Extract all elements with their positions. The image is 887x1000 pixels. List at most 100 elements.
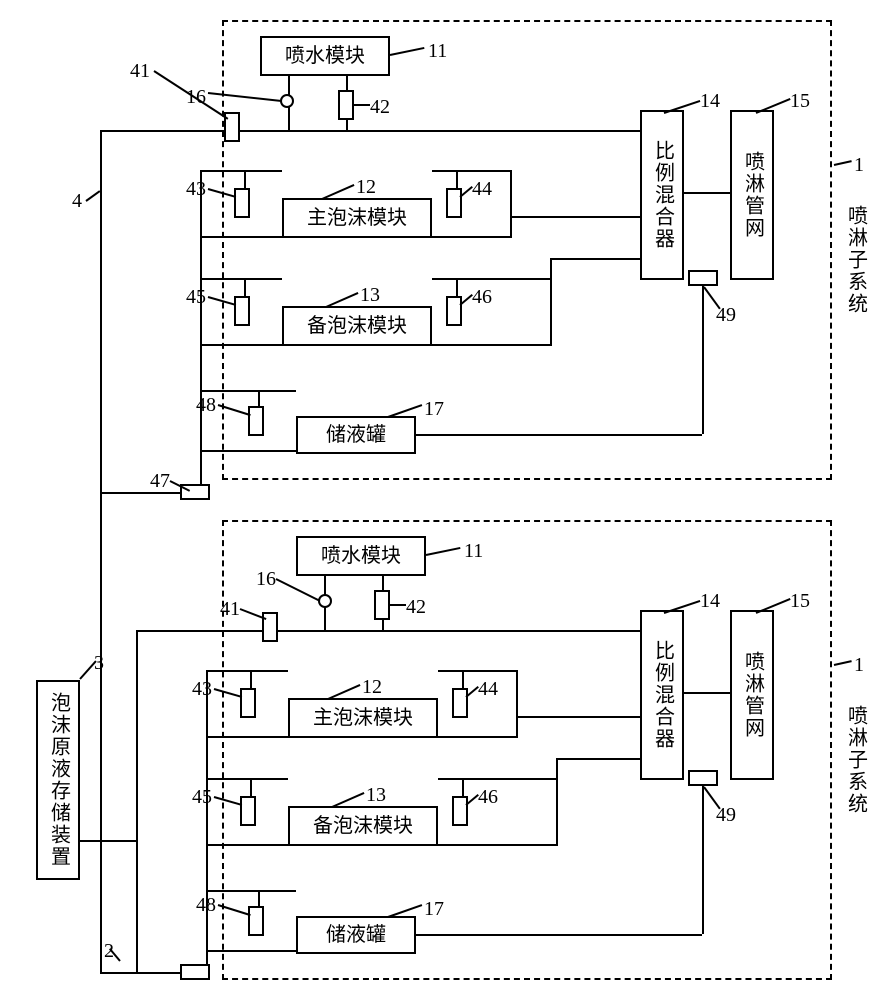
pipe-line — [200, 278, 282, 280]
callout-leader — [834, 660, 852, 666]
valve — [338, 90, 354, 120]
callout-number: 49 — [716, 304, 736, 327]
pipe-line — [438, 670, 516, 672]
block-n_back2: 备泡沫模块 — [288, 806, 438, 846]
callout-number: 13 — [366, 784, 386, 807]
block-n_tank2: 储液罐 — [296, 916, 416, 954]
block-n_syslabel2: 喷淋子系统 — [840, 680, 870, 840]
pipe-line — [438, 778, 556, 780]
callout-number: 46 — [478, 786, 498, 809]
block-n_back1: 备泡沫模块 — [282, 306, 432, 346]
pipe-line — [200, 170, 282, 172]
pipe-line — [206, 778, 288, 780]
pipe-line — [100, 130, 640, 132]
callout-number: 2 — [104, 940, 114, 963]
callout-number: 45 — [192, 786, 212, 809]
callout-number: 11 — [464, 540, 483, 563]
block-label: 喷淋管网 — [741, 151, 764, 239]
block-label: 喷淋子系统 — [844, 705, 867, 815]
valve — [234, 188, 250, 218]
callout-number: 16 — [186, 86, 206, 109]
pipe-line — [416, 934, 702, 936]
block-label: 主泡沫模块 — [307, 207, 407, 230]
block-label: 喷淋管网 — [741, 651, 764, 739]
block-label: 储液罐 — [326, 924, 386, 947]
pipe-line — [416, 434, 702, 436]
valve — [248, 406, 264, 436]
callout-number: 15 — [790, 590, 810, 613]
pipe-line — [200, 390, 296, 392]
block-n_spray1: 喷水模块 — [260, 36, 390, 76]
callout-number: 42 — [406, 596, 426, 619]
pipe-line — [206, 670, 208, 978]
callout-number: 1 — [854, 654, 864, 677]
block-label: 泡沫原液存储装置 — [47, 692, 70, 868]
pipe-line — [556, 778, 558, 846]
callout-number: 45 — [186, 286, 206, 309]
callout-number: 16 — [256, 568, 276, 591]
block-label: 储液罐 — [326, 424, 386, 447]
block-n_net1: 喷淋管网 — [730, 110, 774, 280]
pipe-line — [702, 280, 704, 434]
callout-number: 48 — [196, 894, 216, 917]
callout-number: 44 — [472, 178, 492, 201]
callout-number: 47 — [150, 470, 170, 493]
pipe-line — [516, 716, 640, 718]
callout-leader — [354, 104, 370, 106]
pipe-line — [684, 692, 730, 694]
callout-number: 49 — [716, 804, 736, 827]
pipe-line — [432, 278, 550, 280]
pipe-line — [684, 192, 730, 194]
callout-number: 13 — [360, 284, 380, 307]
diagram-stage: 喷水模块比例混合器喷淋管网主泡沫模块备泡沫模块储液罐喷水模块比例混合器喷淋管网主… — [0, 0, 887, 1000]
callout-number: 14 — [700, 590, 720, 613]
callout-number: 46 — [472, 286, 492, 309]
callout-number: 48 — [196, 394, 216, 417]
valve — [446, 296, 462, 326]
block-label: 比例混合器 — [651, 640, 674, 750]
pipe-line — [438, 844, 556, 846]
callout-number: 41 — [220, 598, 240, 621]
pipe-line — [550, 258, 552, 278]
callout-number: 1 — [854, 154, 864, 177]
callout-number: 11 — [428, 40, 447, 63]
valve — [234, 296, 250, 326]
callout-leader — [390, 604, 406, 606]
callout-leader — [85, 190, 100, 202]
block-n_main2: 主泡沫模块 — [288, 698, 438, 738]
callout-number: 43 — [192, 678, 212, 701]
block-label: 比例混合器 — [651, 140, 674, 250]
block-label: 备泡沫模块 — [313, 815, 413, 838]
callout-number: 42 — [370, 96, 390, 119]
pipe-line — [206, 736, 288, 738]
callout-number: 12 — [356, 176, 376, 199]
pipe-line — [432, 236, 510, 238]
pipe-line — [206, 950, 296, 952]
pipe-line — [702, 780, 704, 934]
block-n_spray2: 喷水模块 — [296, 536, 426, 576]
valve — [180, 964, 210, 980]
block-label: 喷水模块 — [285, 45, 365, 68]
callout-number: 12 — [362, 676, 382, 699]
block-label: 喷淋子系统 — [844, 205, 867, 315]
callout-number: 4 — [72, 190, 82, 213]
pipe-line — [100, 130, 102, 972]
sensor — [318, 594, 332, 608]
pipe-line — [200, 450, 296, 452]
sensor — [280, 94, 294, 108]
pipe-line — [206, 890, 296, 892]
valve — [688, 770, 718, 786]
block-n_net2: 喷淋管网 — [730, 610, 774, 780]
pipe-line — [200, 170, 202, 478]
valve — [688, 270, 718, 286]
callout-leader — [834, 160, 852, 166]
block-n_mix1: 比例混合器 — [640, 110, 684, 280]
block-n_tank1: 储液罐 — [296, 416, 416, 454]
block-n_syslabel1: 喷淋子系统 — [840, 180, 870, 340]
valve — [374, 590, 390, 620]
valve — [240, 796, 256, 826]
pipe-line — [136, 630, 138, 972]
pipe-line — [556, 758, 640, 760]
pipe-line — [510, 216, 640, 218]
pipe-line — [200, 344, 282, 346]
